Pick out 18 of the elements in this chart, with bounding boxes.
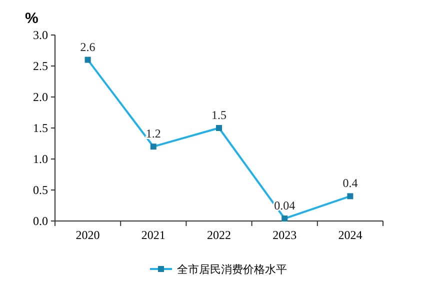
- data-label: 1.2: [146, 126, 161, 141]
- data-label: 1.5: [212, 108, 226, 122]
- data-label: 0.4: [342, 176, 358, 190]
- y-tick-label: 1.0: [33, 152, 48, 166]
- x-tick-label: 2021: [141, 228, 166, 242]
- x-tick-label: 2022: [207, 228, 231, 242]
- data-label: 2.6: [80, 40, 96, 54]
- y-tick-label: 2.5: [33, 59, 48, 74]
- y-tick-label: 3.0: [33, 28, 48, 42]
- x-tick-label: 2023: [272, 228, 297, 242]
- legend-label: 全市居民消费价格水平: [177, 262, 287, 276]
- x-tick-label: 2020: [76, 228, 100, 242]
- y-axis-title: %: [25, 10, 38, 27]
- y-tick-label: 1.5: [33, 121, 48, 136]
- y-tick-label: 0.5: [33, 183, 48, 198]
- y-tick-label: 2.0: [33, 90, 48, 104]
- y-tick-label: 0.0: [33, 214, 48, 228]
- x-tick-label: 2024: [338, 228, 362, 242]
